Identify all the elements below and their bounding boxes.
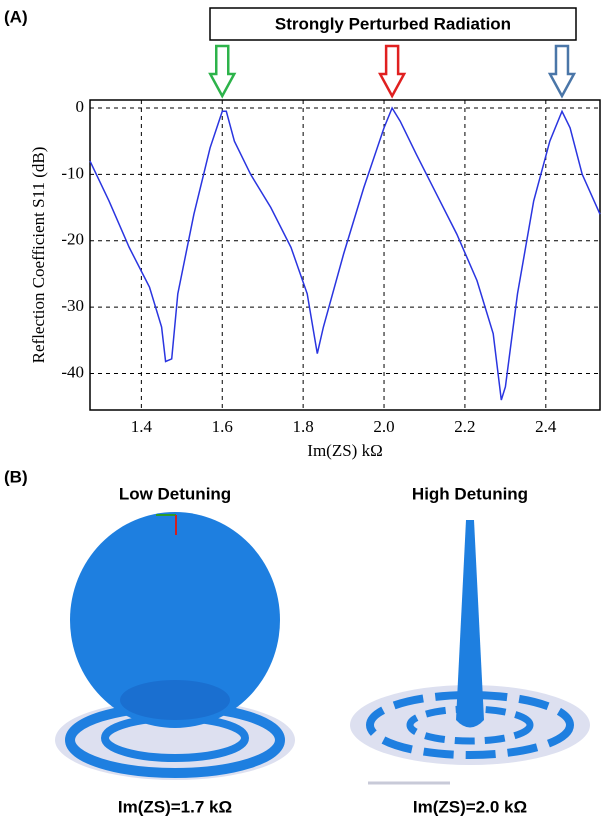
data-line xyxy=(89,106,601,401)
sphere-base xyxy=(120,680,230,720)
y-tick-label: -40 xyxy=(61,362,84,381)
x-tick-label: 1.6 xyxy=(212,417,233,436)
ground-disk xyxy=(55,700,295,780)
image-title: High Detuning xyxy=(412,484,528,503)
x-axis-label: Im(ZS) kΩ xyxy=(307,441,382,460)
radiation-pattern-high xyxy=(350,520,590,785)
y-tick-label: -30 xyxy=(61,296,84,315)
annotation: Strongly Perturbed Radiation xyxy=(275,14,511,33)
image-caption: Im(ZS)=2.0 kΩ xyxy=(413,797,527,816)
image-caption: Im(ZS)=1.7 kΩ xyxy=(118,797,232,816)
arrow xyxy=(208,44,237,99)
arrow xyxy=(378,44,407,99)
ring xyxy=(366,691,574,759)
x-tick-label: 2.0 xyxy=(373,417,394,436)
arrow xyxy=(547,44,577,99)
y-axis-label: Reflection Coefficient S11 (dB) xyxy=(29,147,48,364)
y-tick-label: -10 xyxy=(61,163,84,182)
x-tick-label: 1.8 xyxy=(293,417,314,436)
y-tick-label: -20 xyxy=(61,230,84,249)
plot-frame xyxy=(89,99,601,411)
x-tick-label: 2.4 xyxy=(535,417,557,436)
sphere xyxy=(70,512,280,728)
image-title: Low Detuning xyxy=(119,484,231,503)
panel-label: (A) xyxy=(4,7,28,26)
beam-spike xyxy=(456,520,484,728)
radiation-pattern-low xyxy=(55,512,295,780)
x-tick-label: 1.4 xyxy=(131,417,153,436)
annotation-box xyxy=(209,7,577,41)
y-tick-label: 0 xyxy=(76,97,85,116)
panel-label: (B) xyxy=(4,467,28,486)
x-tick-label: 2.2 xyxy=(454,417,475,436)
